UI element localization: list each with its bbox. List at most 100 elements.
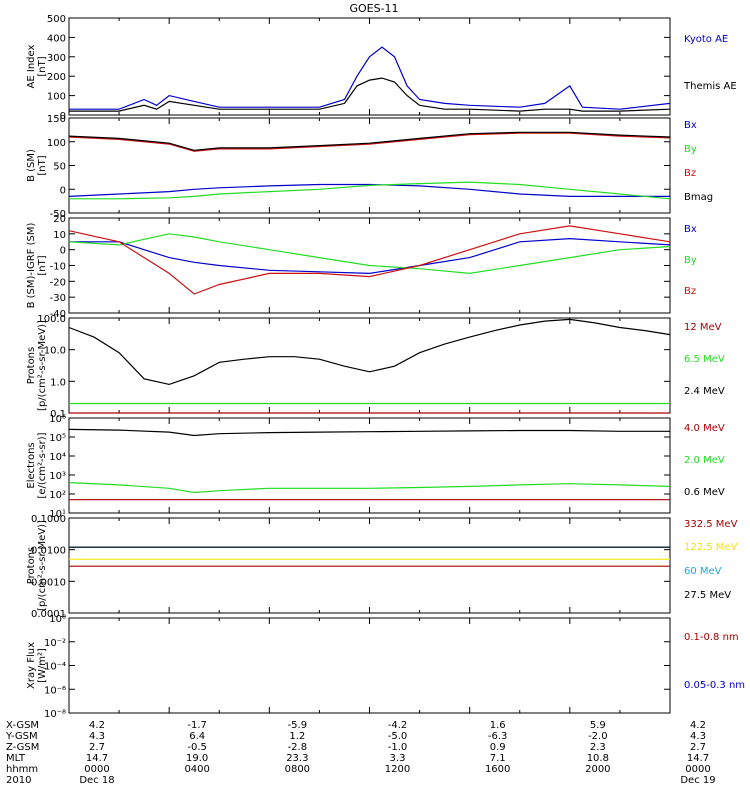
series-line-bz [68, 132, 671, 152]
footer-cell: 4.3 [89, 731, 105, 742]
footer-cell: 1.6 [490, 720, 506, 731]
footer-cell: 0000 [685, 764, 710, 775]
footer-cell: 7.1 [490, 753, 506, 764]
footer-cell: 2.3 [590, 742, 606, 753]
y-tick-label: 10⁻² [44, 638, 66, 649]
panel-frame [68, 117, 671, 214]
legend-entry: Bz [684, 286, 696, 297]
y-tick-label: 10⁰ [49, 614, 66, 625]
y-tick-label: -10 [50, 262, 66, 273]
y-tick-label: 150 [47, 114, 66, 125]
footer-cell: 2.7 [89, 742, 105, 753]
y-tick-label: 10⁻⁴ [44, 662, 66, 673]
panel-frame [68, 617, 671, 714]
legend-entry: 0.1-0.8 nm [684, 632, 739, 643]
footer-row-label: hhmm [6, 764, 38, 775]
legend-entry: 27.5 MeV [684, 590, 731, 601]
footer-cell: 5.9 [590, 720, 606, 731]
legend-entry: Kyoto AE [684, 34, 728, 45]
y-axis-label: AE Index[nT] [26, 44, 48, 88]
y-tick-label: -50 [50, 209, 66, 220]
legend-entry: 2.0 MeV [684, 455, 725, 466]
y-tick-label: 0 [60, 111, 66, 122]
panel-electrons: 10¹ 10² 10³ 10⁴ 10⁵ 10⁶Electrons[e/(cm²-s-sr)… [26, 414, 725, 520]
orbit-footer: X-GSMY-GSMZ-GSMMLThhmm20104.24.32.714.70… [5, 720, 716, 786]
y-tick-label: 100 [47, 92, 66, 103]
footer-row-label: Y-GSM [5, 731, 38, 742]
legend-entry: 2.4 MeV [684, 386, 725, 397]
panel-protons_low: 0.1 1.0 10.0 100.0Protons[p/(cm²-s-sr-MeV)]… [26, 314, 725, 420]
y-axis-label: Protons[p/(cm²-s-sr-MeV)] [26, 520, 48, 611]
legend-entry: 122.5 MeV [684, 542, 738, 553]
y-tick-label: 10.0 [44, 346, 66, 357]
legend-entry: Themis AE [683, 81, 737, 92]
y-tick-label: 0 [60, 246, 66, 257]
panel-protons_high: 0.0001 0.0010 0.0100 0.1000Protons[p/(cm²-s… [26, 514, 738, 620]
y-tick-label: 0.0001 [31, 609, 66, 620]
y-tick-label: 500 [47, 14, 66, 25]
footer-row-label: X-GSM [6, 720, 39, 731]
footer-cell: -5.9 [288, 720, 308, 731]
footer-cell: 3.3 [390, 753, 406, 764]
legend-entry: 4.0 MeV [684, 423, 725, 434]
footer-cell: 0.9 [490, 742, 506, 753]
panel-b_sm: -50 0 50 100 150 B (SM)[nT] Bx By Bz Bmag [26, 114, 713, 220]
footer-cell: 4.3 [690, 731, 706, 742]
series-line-by [68, 233, 671, 275]
series-line-bx [69, 237, 671, 275]
panel-frame [68, 17, 671, 116]
y-tick-label: 100.0 [37, 314, 66, 325]
panel-b_minus_igrf: -40 -30 -20 -10 0 10 20 B (SM)-IGRF (SM)[nT] Bx B… [26, 214, 697, 320]
y-tick-label: 0 [60, 185, 66, 196]
footer-cell: 2000 [585, 764, 610, 775]
footer-cell: 14.7 [687, 753, 709, 764]
legend-entry: 6.5 MeV [684, 354, 725, 365]
footer-cell: 0400 [184, 764, 209, 775]
y-tick-label: 10 [53, 230, 66, 241]
y-tick-label: 0.0100 [31, 546, 66, 557]
y-tick-label: -40 [50, 309, 66, 320]
footer-cell: -6.3 [488, 731, 508, 742]
y-tick-label: -20 [50, 277, 66, 288]
y-tick-label: 300 [47, 53, 66, 64]
y-tick-label: 400 [47, 33, 66, 44]
y-tick-label: 10¹ [49, 509, 66, 520]
series-line-0-6-mev [68, 428, 670, 437]
footer-cell: 1600 [485, 764, 510, 775]
footer-cell: -4.2 [388, 720, 408, 731]
series-line-bz [68, 225, 671, 295]
footer-cell: -1.7 [187, 720, 207, 731]
y-axis-label: Electrons[e/(cm²-s-sr)] [26, 432, 48, 498]
y-tick-label: 10² [49, 490, 66, 501]
footer-cell: 0000 [84, 764, 109, 775]
plot-title: GOES-11 [349, 2, 398, 15]
footer-cell: -5.0 [388, 731, 408, 742]
legend-entry: 12 MeV [684, 322, 722, 333]
legend-entry: By [684, 255, 697, 266]
series-line-kyoto-ae [69, 46, 671, 110]
footer-cell: 4.2 [89, 720, 105, 731]
panel-ae_index: 0 100 200 300 400 500 AE Index[nT] Kyoto AE Them… [26, 14, 737, 122]
y-tick-label: 10⁻⁶ [44, 685, 66, 696]
footer-cell: 1.2 [289, 731, 305, 742]
y-tick-label: 200 [47, 72, 66, 83]
y-tick-label: 10³ [49, 471, 66, 482]
footer-row-label: Z-GSM [6, 742, 39, 753]
panel-xray: 10⁻⁸ 10⁻⁶ 10⁻⁴ 10⁻² 10⁰ Xray Flux[W/m²] 0.1-0.… [26, 614, 745, 720]
legend-entry: Bx [684, 120, 697, 131]
footer-cell: -1.0 [388, 742, 408, 753]
y-tick-label: 10⁻⁸ [44, 709, 66, 720]
y-tick-label: 0.0010 [31, 577, 66, 588]
y-tick-label: 100 [47, 138, 66, 149]
footer-row-label: 2010 [6, 775, 31, 786]
series-line-bmag [68, 131, 671, 151]
legend-entry: Bmag [684, 192, 713, 203]
footer-cell: 10.8 [587, 753, 609, 764]
footer-cell: 4.2 [690, 720, 706, 731]
footer-cell: -2.0 [588, 731, 608, 742]
series-line-by [69, 181, 671, 200]
y-tick-label: 20 [53, 214, 66, 225]
footer-cell: 19.0 [186, 753, 208, 764]
footer-cell: 2.7 [690, 742, 706, 753]
y-axis-label: Protons[p/(cm²-s-sr-MeV)] [26, 320, 48, 411]
